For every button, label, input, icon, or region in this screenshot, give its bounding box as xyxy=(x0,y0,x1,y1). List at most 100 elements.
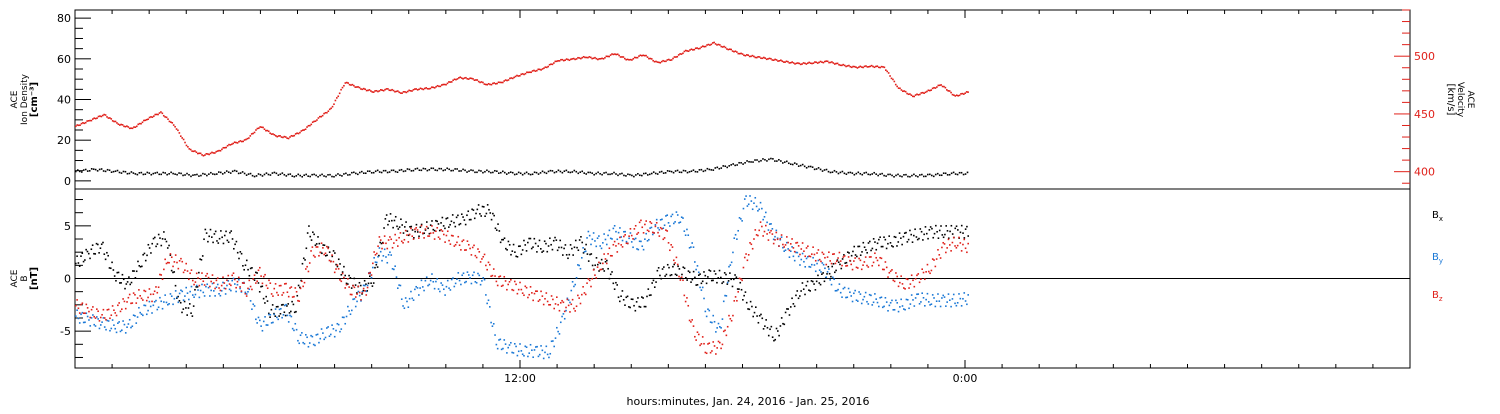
velocity-point xyxy=(445,83,447,86)
bz-point xyxy=(577,294,579,297)
velocity-point xyxy=(660,60,663,63)
bx-point xyxy=(409,226,411,228)
velocity-point xyxy=(301,129,304,132)
y-axis-title-line: ACE xyxy=(1465,91,1475,109)
ion-density-point xyxy=(450,169,452,172)
ion-density-point xyxy=(811,166,814,168)
velocity-point xyxy=(229,144,232,146)
bz-point xyxy=(816,252,818,254)
velocity-point xyxy=(873,66,876,69)
velocity-point xyxy=(187,146,189,148)
bz-point xyxy=(491,274,494,277)
velocity-point xyxy=(238,140,240,143)
ion-density-point xyxy=(464,169,466,172)
ion-density-point xyxy=(223,171,226,174)
bx-point xyxy=(242,265,244,267)
velocity-point xyxy=(819,60,822,63)
bz-point xyxy=(567,304,570,307)
velocity-point xyxy=(656,61,659,63)
bz-point xyxy=(713,345,716,347)
bx-point xyxy=(362,289,365,292)
velocity-point xyxy=(675,56,677,58)
by-point xyxy=(750,200,753,202)
y-tick-label: 5 xyxy=(64,220,71,233)
ion-density-point xyxy=(259,173,262,176)
bz-point xyxy=(462,239,465,241)
by-point xyxy=(583,251,586,253)
bx-point xyxy=(178,299,181,302)
ion-density-point xyxy=(126,172,129,175)
velocity-point xyxy=(772,59,775,62)
bz-point xyxy=(828,251,830,254)
velocity-point xyxy=(931,87,934,90)
bx-point xyxy=(359,284,362,287)
bx-point xyxy=(339,263,341,265)
velocity-point xyxy=(331,105,334,108)
by-point xyxy=(742,207,745,210)
by-point xyxy=(282,314,285,316)
chart-marks xyxy=(75,41,970,360)
ion-density-point xyxy=(313,173,315,176)
velocity-point xyxy=(900,89,903,91)
by-point xyxy=(483,278,486,281)
velocity-point xyxy=(506,79,508,82)
by-point xyxy=(817,259,820,262)
bx-point xyxy=(828,272,831,275)
bz-point xyxy=(933,259,935,261)
ion-density-point xyxy=(930,174,933,177)
bx-point xyxy=(109,267,112,270)
by-point xyxy=(189,290,191,293)
velocity-point xyxy=(480,81,483,83)
by-point xyxy=(490,321,492,324)
ion-density-point xyxy=(617,174,619,177)
bx-point xyxy=(457,214,459,217)
bx-point xyxy=(185,307,187,309)
bz-point xyxy=(914,277,917,280)
ion-density-point xyxy=(547,170,550,173)
ion-density-point xyxy=(347,174,349,176)
bz-point xyxy=(368,272,370,275)
ion-density-point xyxy=(142,173,145,176)
bx-point xyxy=(954,227,957,230)
by-point xyxy=(203,295,206,297)
ion-density-point xyxy=(394,170,397,173)
by-point xyxy=(206,283,209,286)
velocity-point xyxy=(137,123,140,126)
bz-point xyxy=(726,325,729,328)
bx-point xyxy=(666,263,669,266)
bx-point xyxy=(75,262,77,265)
by-point xyxy=(793,259,796,262)
bz-point xyxy=(465,249,467,251)
ion-density-point xyxy=(231,170,234,173)
by-point xyxy=(947,293,950,295)
bx-point xyxy=(278,315,280,317)
bx-point xyxy=(343,265,345,268)
velocity-point xyxy=(866,66,869,68)
bz-point xyxy=(591,277,594,280)
bz-point xyxy=(963,238,966,241)
bx-point xyxy=(858,245,861,248)
ion-density-point xyxy=(923,175,925,178)
bx-point xyxy=(659,274,661,277)
velocity-point xyxy=(850,66,853,69)
by-point xyxy=(297,339,299,342)
by-point xyxy=(381,259,383,262)
velocity-point xyxy=(828,61,830,64)
by-point xyxy=(328,335,331,338)
bx-point xyxy=(712,279,714,282)
bz-point xyxy=(448,239,450,242)
velocity-point xyxy=(399,92,402,94)
ion-density-point xyxy=(360,170,363,173)
velocity-point xyxy=(374,90,376,92)
velocity-point xyxy=(100,115,103,118)
by-point xyxy=(925,298,927,301)
velocity-point xyxy=(694,47,697,50)
bx-point xyxy=(499,241,502,244)
by-point xyxy=(553,345,555,348)
by-point xyxy=(432,280,435,283)
bz-point xyxy=(494,275,496,277)
bx-point xyxy=(935,224,937,227)
ion-density-point xyxy=(962,173,965,176)
bx-point xyxy=(113,275,116,277)
bx-point xyxy=(308,225,310,227)
